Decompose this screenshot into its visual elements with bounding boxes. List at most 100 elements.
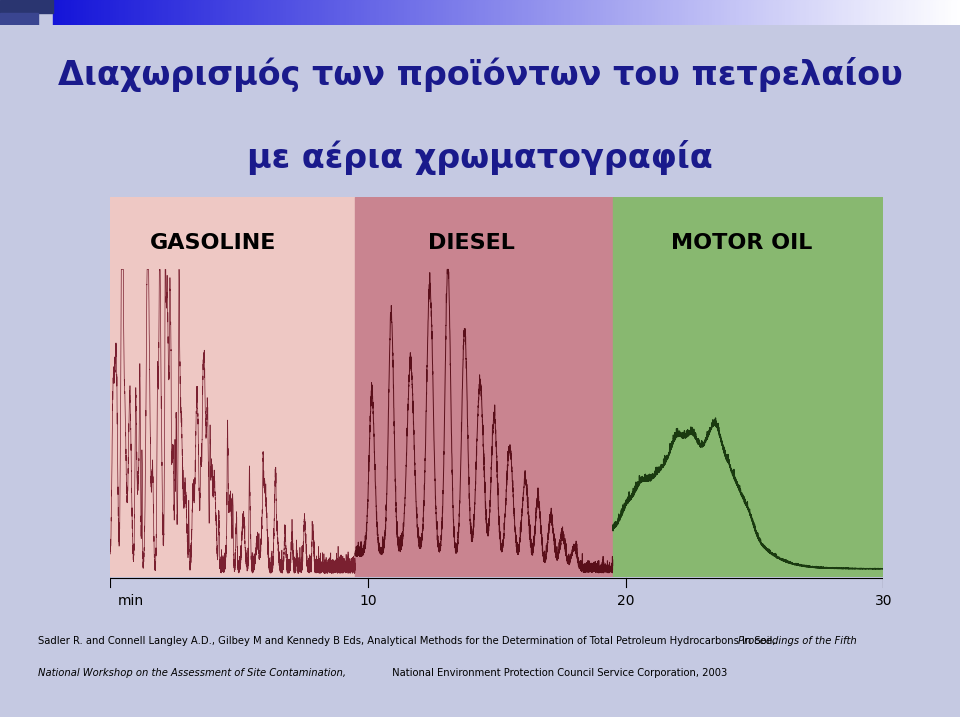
Bar xyxy=(634,0,637,25)
Bar xyxy=(186,0,190,25)
Bar xyxy=(902,0,906,25)
Bar xyxy=(518,0,522,25)
Bar xyxy=(709,0,713,25)
Bar xyxy=(174,0,178,25)
Bar xyxy=(612,197,883,577)
Bar xyxy=(204,0,208,25)
Bar xyxy=(116,0,120,25)
Bar xyxy=(516,0,519,25)
Bar xyxy=(279,0,283,25)
Bar xyxy=(56,0,60,25)
Bar xyxy=(237,0,241,25)
Bar xyxy=(852,0,855,25)
Bar xyxy=(564,0,568,25)
Bar xyxy=(180,0,183,25)
Bar xyxy=(373,0,377,25)
Bar xyxy=(98,0,102,25)
Bar xyxy=(718,0,722,25)
Bar xyxy=(479,0,483,25)
Bar xyxy=(721,0,725,25)
Bar xyxy=(421,0,425,25)
Text: Proceedings of the Fifth: Proceedings of the Fifth xyxy=(738,636,856,646)
Bar xyxy=(424,0,429,25)
Bar xyxy=(542,0,546,25)
Bar xyxy=(676,0,680,25)
Bar xyxy=(129,0,132,25)
Bar xyxy=(848,0,852,25)
Bar xyxy=(900,0,903,25)
Bar xyxy=(805,0,810,25)
Bar xyxy=(600,0,604,25)
Bar xyxy=(395,0,398,25)
Bar xyxy=(400,0,404,25)
Bar xyxy=(549,0,553,25)
Bar xyxy=(812,0,816,25)
Bar xyxy=(957,0,960,25)
Bar xyxy=(921,0,924,25)
Bar xyxy=(749,0,753,25)
Bar xyxy=(566,0,571,25)
Bar xyxy=(791,0,795,25)
Bar xyxy=(839,0,843,25)
Bar xyxy=(153,0,156,25)
Bar xyxy=(824,0,828,25)
Bar xyxy=(929,0,934,25)
Bar xyxy=(347,0,350,25)
Bar xyxy=(818,0,822,25)
Bar xyxy=(857,0,861,25)
Bar xyxy=(440,0,444,25)
Bar xyxy=(0,0,53,13)
Bar xyxy=(201,0,204,25)
Bar xyxy=(628,0,632,25)
Bar xyxy=(340,0,344,25)
Bar xyxy=(763,0,767,25)
Bar xyxy=(110,0,114,25)
Bar xyxy=(355,0,359,25)
Bar xyxy=(752,0,756,25)
Bar xyxy=(403,0,408,25)
Bar xyxy=(95,0,99,25)
Bar xyxy=(582,0,586,25)
Text: Διαχωρισμός των προϊόντων του πετρελαίου: Διαχωρισμός των προϊόντων του πετρελαίου xyxy=(58,57,902,92)
Bar xyxy=(379,0,383,25)
Bar xyxy=(787,0,792,25)
Bar xyxy=(113,0,117,25)
Bar xyxy=(219,0,223,25)
Bar xyxy=(207,0,211,25)
Bar xyxy=(652,0,656,25)
Bar xyxy=(924,0,927,25)
Bar xyxy=(803,0,806,25)
Bar xyxy=(243,0,248,25)
Bar xyxy=(461,0,465,25)
Bar xyxy=(274,0,277,25)
Bar xyxy=(80,0,84,25)
Bar xyxy=(531,0,535,25)
Bar xyxy=(537,0,540,25)
Bar xyxy=(361,0,365,25)
Bar xyxy=(222,0,227,25)
Bar xyxy=(134,0,138,25)
Bar xyxy=(918,0,922,25)
Bar xyxy=(410,0,414,25)
Bar xyxy=(821,0,825,25)
Bar xyxy=(610,0,613,25)
Bar xyxy=(343,0,348,25)
Bar xyxy=(53,0,57,25)
Bar xyxy=(324,0,329,25)
Bar xyxy=(316,0,320,25)
Bar xyxy=(636,0,640,25)
Bar xyxy=(282,0,287,25)
Bar xyxy=(108,0,111,25)
Bar xyxy=(195,0,199,25)
Bar xyxy=(319,0,323,25)
Text: National Workshop on the Assessment of Site Contamination,: National Workshop on the Assessment of S… xyxy=(38,668,347,678)
Bar xyxy=(615,0,619,25)
Bar xyxy=(594,0,598,25)
Bar xyxy=(385,0,390,25)
Bar xyxy=(182,0,187,25)
Bar xyxy=(697,0,701,25)
Bar xyxy=(694,0,698,25)
Bar xyxy=(407,0,411,25)
Bar xyxy=(303,0,308,25)
Bar xyxy=(624,0,629,25)
